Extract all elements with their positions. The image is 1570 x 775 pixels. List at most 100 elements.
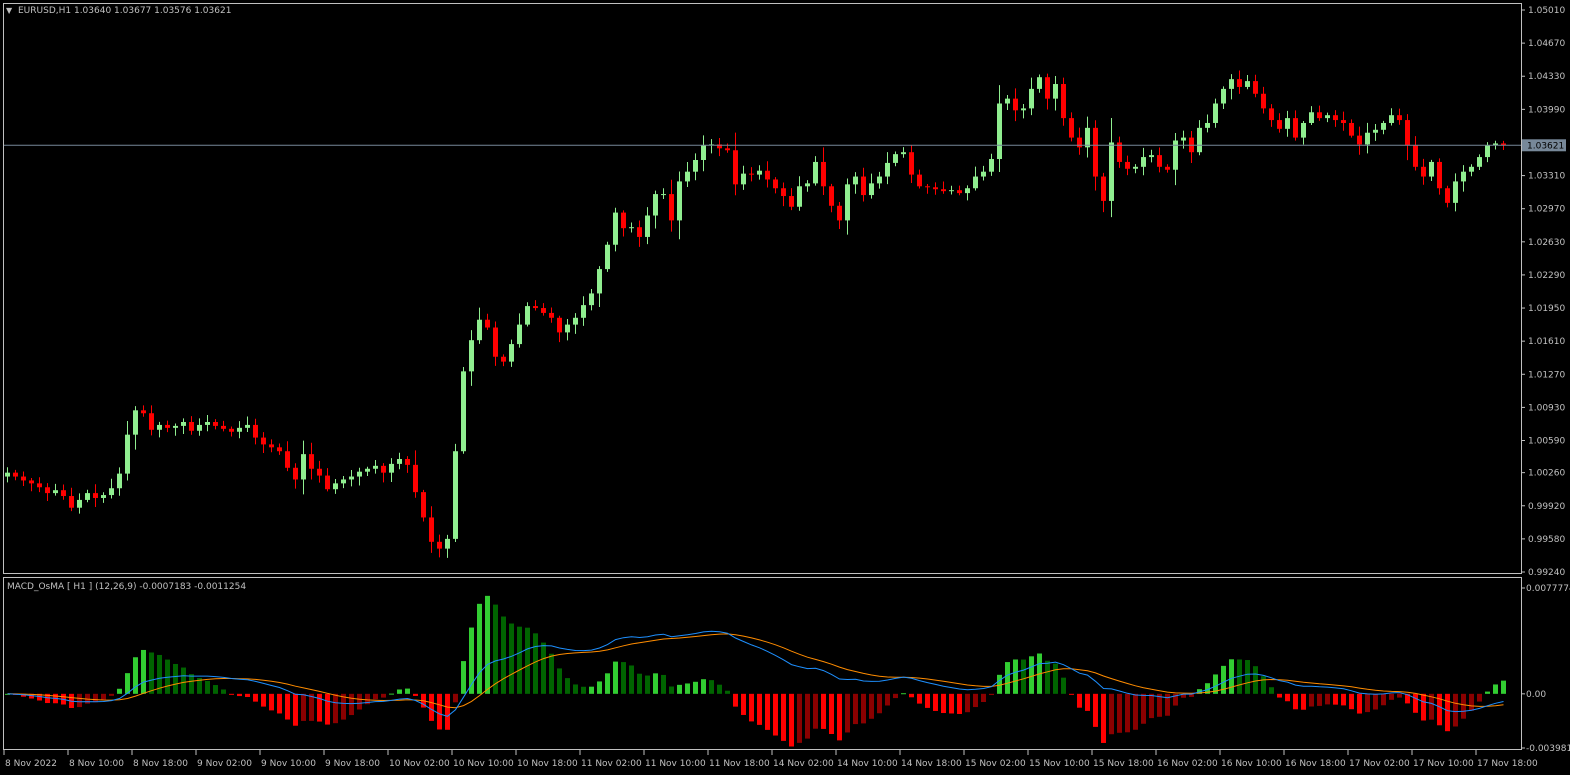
candle: [309, 442, 314, 480]
time-tick: 10 Nov 18:00: [515, 750, 578, 769]
time-tick: 10 Nov 02:00: [387, 750, 450, 769]
time-tick: 9 Nov 02:00: [195, 750, 252, 769]
time-tick-label: 11 Nov 10:00: [645, 759, 706, 769]
candle: [293, 463, 298, 489]
osma-bar: [37, 693, 42, 701]
osma-bar: [821, 693, 826, 729]
price-tick-label: 0.99240: [1528, 568, 1565, 578]
osma-bar: [1133, 693, 1138, 730]
candle: [13, 469, 18, 481]
candle: [141, 405, 146, 417]
current-price-label: 1.03621: [1522, 139, 1566, 152]
candle: [741, 165, 746, 190]
dropdown-arrow-icon[interactable]: ▼: [6, 6, 13, 15]
candle: [197, 418, 202, 436]
osma-bar: [357, 693, 362, 710]
candle: [1261, 86, 1266, 114]
candle: [925, 183, 930, 194]
osma-bar: [605, 673, 610, 694]
price-tick-label: 1.02630: [1528, 238, 1565, 248]
candle: [469, 330, 474, 386]
time-tick: 17 Nov 02:00: [1347, 750, 1410, 769]
osma-bar: [1429, 693, 1434, 720]
candle: [21, 471, 26, 486]
candle: [45, 483, 50, 501]
price-tick: 1.04670: [1521, 39, 1565, 49]
osma-bar: [1005, 662, 1010, 694]
main-price-panel[interactable]: [3, 3, 1522, 574]
candle: [501, 354, 506, 367]
time-tick-label: 16 Nov 10:00: [1221, 759, 1282, 769]
osma-bar: [173, 663, 178, 694]
osma-bar: [1213, 674, 1218, 694]
osma-bar: [1269, 687, 1274, 694]
osma-bar: [453, 693, 458, 703]
osma-value-axis: 0.0077774 0.00 -0.003981: [1521, 584, 1570, 754]
osma-bar: [477, 603, 482, 694]
candle: [581, 296, 586, 326]
candle: [709, 139, 714, 154]
time-tick-label: 8 Nov 18:00: [133, 759, 188, 769]
time-tick-label: 14 Nov 18:00: [901, 759, 962, 769]
osma-bar: [573, 684, 578, 694]
time-tick: 15 Nov 10:00: [1027, 750, 1090, 769]
osma-bar: [1261, 676, 1266, 694]
candle: [317, 460, 322, 483]
osma-bar: [317, 693, 322, 722]
price-tick: 1.00930: [1521, 403, 1565, 413]
candle: [77, 493, 82, 514]
candle: [533, 300, 538, 311]
osma-bar: [125, 673, 130, 694]
price-tick-label: 0.99920: [1528, 502, 1565, 512]
candle: [1061, 77, 1066, 126]
osma-bar: [221, 689, 226, 694]
candle: [621, 210, 626, 237]
candle: [133, 406, 138, 450]
candle: [1101, 172, 1106, 213]
osma-bar: [981, 693, 986, 703]
price-tick-label: 1.04670: [1528, 39, 1565, 49]
osma-bar: [701, 679, 706, 694]
candle: [1173, 133, 1178, 186]
osma-bar: [517, 626, 522, 694]
candle: [901, 147, 906, 158]
osma-bar: [1141, 693, 1146, 724]
candle: [285, 441, 290, 472]
time-tick: 8 Nov 10:00: [67, 750, 124, 769]
candle: [1053, 76, 1058, 111]
candle: [173, 423, 178, 436]
osma-bar: [1045, 660, 1050, 694]
candle: [429, 506, 434, 553]
osma-histogram: [5, 595, 1506, 747]
osma-bar: [485, 595, 490, 694]
osma-bar: [525, 627, 530, 694]
candle: [997, 85, 1002, 173]
osma-bar: [1069, 693, 1074, 695]
osma-bar: [845, 693, 850, 733]
osma-bar: [957, 693, 962, 714]
osma-bar: [197, 677, 202, 694]
candle: [989, 153, 994, 176]
price-tick-label: 1.03310: [1528, 172, 1565, 182]
osma-bar: [1461, 693, 1466, 719]
candle: [821, 147, 826, 196]
candle: [933, 182, 938, 195]
candle: [493, 321, 498, 366]
osma-bar: [165, 659, 170, 694]
time-tick: 8 Nov 2022: [3, 750, 57, 769]
candle: [1293, 110, 1298, 141]
indicator-panel[interactable]: [3, 577, 1522, 750]
candle: [805, 180, 810, 192]
candle: [669, 179, 674, 232]
price-tick-label: 1.02970: [1528, 205, 1565, 215]
time-tick: 14 Nov 02:00: [771, 750, 834, 769]
osma-bar: [1301, 693, 1306, 710]
candle: [861, 167, 866, 202]
osma-bar: [1149, 693, 1154, 719]
candle: [1349, 119, 1354, 138]
osma-bar: [1405, 693, 1410, 704]
candle: [541, 303, 546, 316]
osma-bar: [1493, 684, 1498, 694]
candle: [1077, 127, 1082, 155]
